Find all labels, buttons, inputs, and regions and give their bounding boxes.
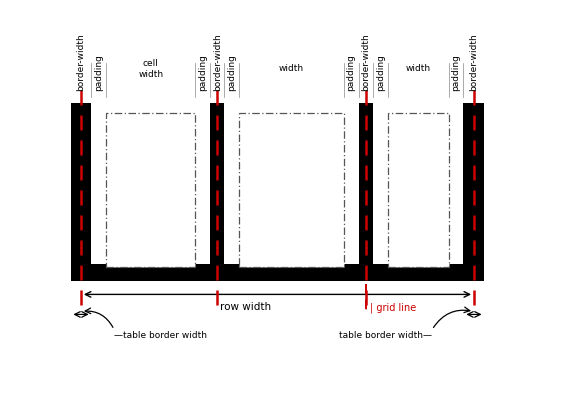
Text: padding: padding — [198, 54, 207, 91]
Text: padding: padding — [347, 54, 356, 91]
Text: row width: row width — [220, 302, 271, 312]
Text: padding: padding — [452, 54, 461, 91]
Bar — [464, 104, 484, 280]
Bar — [388, 113, 448, 267]
Text: padding: padding — [94, 54, 103, 91]
Text: border-width: border-width — [77, 33, 86, 91]
Bar — [70, 264, 484, 280]
Bar — [107, 113, 195, 267]
Text: | grid line: | grid line — [370, 302, 416, 313]
Text: border-width: border-width — [362, 33, 370, 91]
Bar — [210, 104, 224, 280]
Text: table border width—: table border width— — [339, 331, 432, 340]
Text: border-width: border-width — [213, 33, 222, 91]
Bar — [239, 113, 343, 267]
Text: cell
width: cell width — [138, 59, 163, 79]
Text: padding: padding — [376, 54, 385, 91]
Text: padding: padding — [227, 54, 236, 91]
Text: border-width: border-width — [469, 33, 478, 91]
Bar — [359, 104, 373, 280]
Text: width: width — [279, 64, 304, 73]
Bar — [70, 104, 91, 280]
Text: —table border width: —table border width — [114, 331, 207, 340]
Text: width: width — [406, 64, 431, 73]
